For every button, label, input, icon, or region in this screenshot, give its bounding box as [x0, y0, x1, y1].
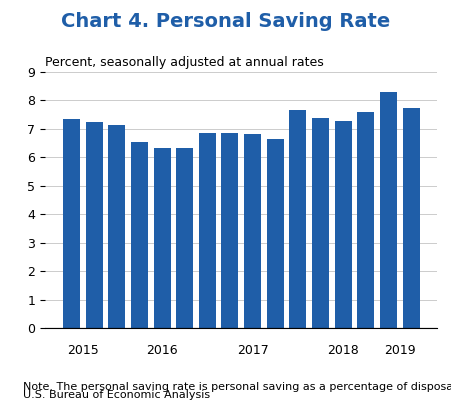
Bar [108, 125, 125, 328]
Text: 2018: 2018 [327, 344, 359, 357]
Text: Percent, seasonally adjusted at annual rates: Percent, seasonally adjusted at annual r… [45, 56, 324, 70]
Bar [312, 118, 329, 328]
Bar [357, 112, 374, 328]
Bar [131, 142, 148, 328]
Bar [403, 108, 419, 328]
Bar [335, 121, 352, 328]
Bar [63, 119, 80, 328]
Bar [267, 139, 284, 328]
Bar [176, 148, 193, 328]
Bar [244, 134, 261, 328]
Bar [86, 122, 102, 328]
Text: Chart 4. Personal Saving Rate: Chart 4. Personal Saving Rate [61, 12, 390, 31]
Text: Note. The personal saving rate is personal saving as a percentage of disposable : Note. The personal saving rate is person… [23, 382, 451, 392]
Bar [199, 133, 216, 328]
Bar [290, 110, 306, 328]
Text: 2017: 2017 [237, 344, 268, 357]
Bar [221, 133, 239, 328]
Text: 2019: 2019 [384, 344, 416, 357]
Bar [380, 92, 397, 328]
Bar [153, 148, 170, 328]
Text: 2016: 2016 [146, 344, 178, 357]
Text: 2015: 2015 [67, 344, 99, 357]
Text: U.S. Bureau of Economic Analysis: U.S. Bureau of Economic Analysis [23, 390, 210, 400]
